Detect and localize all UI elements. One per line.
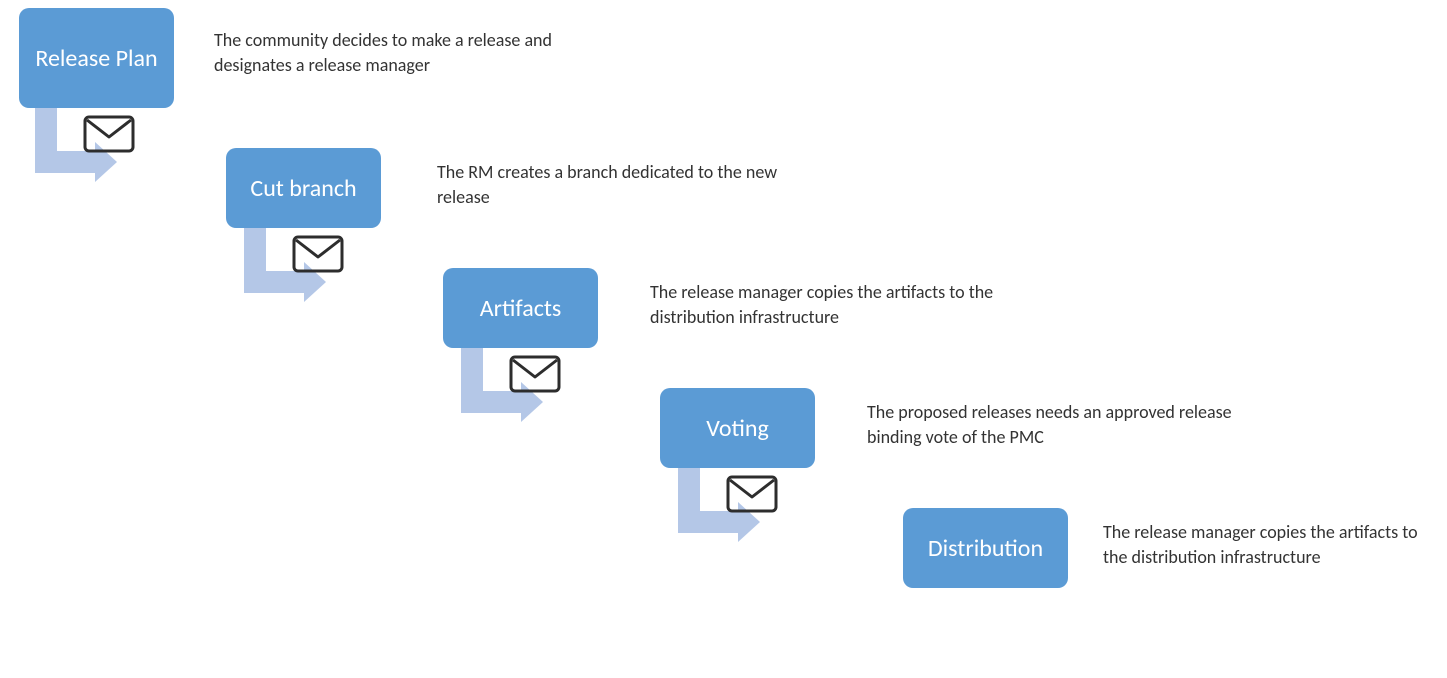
step-box-release-plan: Release Plan [19,8,174,108]
step-desc-text: The proposed releases needs an approved … [867,401,1232,448]
step-desc-text: The RM creates a branch dedicated to the… [437,161,777,208]
step-description-cut-branch: The RM creates a branch dedicated to the… [437,160,817,210]
step-desc-text: The release manager copies the artifacts… [650,281,993,328]
step-description-artifacts: The release manager copies the artifacts… [650,280,1030,330]
step-desc-text: The community decides to make a release … [214,29,552,76]
step-description-distribution: The release manager copies the artifacts… [1103,520,1443,570]
step-box-voting: Voting [660,388,815,468]
step-label: Cut branch [250,174,356,203]
step-label: Release Plan [35,44,157,73]
step-description-voting: The proposed releases needs an approved … [867,400,1247,450]
step-box-cut-branch: Cut branch [226,148,381,228]
step-label: Voting [706,414,769,443]
envelope-icon [509,355,561,393]
step-description-release-plan: The community decides to make a release … [214,28,594,78]
step-label: Distribution [928,534,1043,563]
step-label: Artifacts [480,294,562,323]
step-desc-text: The release manager copies the artifacts… [1103,521,1418,568]
envelope-icon [726,475,778,513]
step-box-artifacts: Artifacts [443,268,598,348]
step-box-distribution: Distribution [903,508,1068,588]
envelope-icon [83,115,135,153]
envelope-icon [292,235,344,273]
